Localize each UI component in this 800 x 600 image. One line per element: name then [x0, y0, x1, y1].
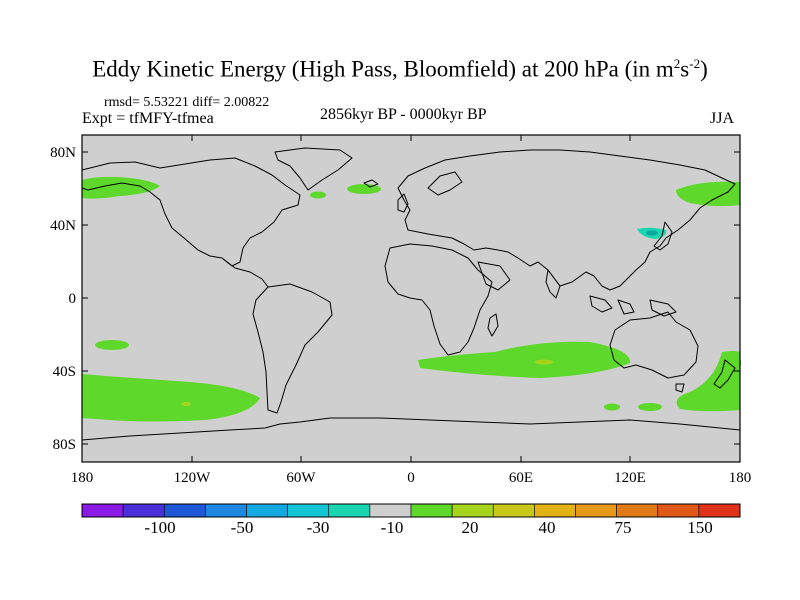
- colorbar-label: 150: [687, 518, 713, 537]
- colorbar-label: -100: [144, 518, 176, 537]
- colorbar-swatch: [492, 503, 535, 518]
- colorbar: [81, 503, 741, 518]
- lat-tick-label: 80S: [53, 437, 76, 453]
- colorbar-swatch: [246, 503, 288, 518]
- latitude-axis: 80N 40N 0 40S 80S: [50, 145, 740, 453]
- colorbar-frame: [81, 503, 741, 518]
- negative-anomaly-region: [637, 227, 667, 239]
- lat-tick-label: 0: [69, 291, 77, 307]
- colorbar-swatch: [122, 503, 165, 518]
- rmsd-stats: rmsd= 5.53221 diff= 2.00822: [104, 95, 270, 110]
- colorbar-swatch: [163, 503, 206, 518]
- lat-tick-label: 40S: [53, 364, 76, 380]
- colorbar-swatch: [410, 503, 453, 518]
- lat-tick-label: 80N: [50, 145, 76, 161]
- season-label: JJA: [710, 110, 735, 127]
- chart-title: Eddy Kinetic Energy (High Pass, Bloomfie…: [92, 56, 708, 82]
- lon-tick-label: 60E: [509, 470, 533, 486]
- lat-tick-label: 40N: [50, 218, 76, 234]
- colorbar-label: 40: [538, 518, 556, 537]
- longitude-axis: 180 120W 60W 0 60E 120E 180: [71, 135, 752, 486]
- colorbar-swatch: [81, 503, 124, 518]
- colorbar-swatch: [534, 503, 576, 518]
- positive-anomaly-regions: [82, 176, 741, 422]
- lon-tick-label: 60W: [286, 470, 316, 486]
- colorbar-swatch: [369, 503, 412, 518]
- period-label: 2856kyr BP - 0000kyr BP: [320, 106, 487, 123]
- colorbar-swatch: [698, 503, 741, 518]
- colorbar-swatch: [451, 503, 494, 518]
- lon-tick-label: 180: [71, 470, 94, 486]
- colorbar-label: 75: [614, 518, 632, 537]
- high-positive-spots: [181, 359, 553, 406]
- lon-tick-label: 120E: [614, 470, 646, 486]
- colorbar-swatch: [205, 503, 247, 518]
- experiment-label: Expt = tfMFY-tfmea: [82, 110, 214, 127]
- colorbar-label: -50: [230, 518, 254, 537]
- colorbar-swatch: [657, 503, 700, 518]
- lon-tick-label: 120W: [174, 470, 212, 486]
- colorbar-swatch: [616, 503, 659, 518]
- lon-tick-label: 180: [729, 470, 752, 486]
- coastlines: [81, 147, 741, 441]
- colorbar-label: -10: [380, 518, 404, 537]
- colorbar-swatch: [575, 503, 617, 518]
- colorbar-swatch: [287, 503, 330, 518]
- colorbar-swatch: [328, 503, 371, 518]
- colorbar-label: 20: [461, 518, 479, 537]
- colorbar-label: -30: [306, 518, 330, 537]
- lon-tick-label: 0: [407, 470, 415, 486]
